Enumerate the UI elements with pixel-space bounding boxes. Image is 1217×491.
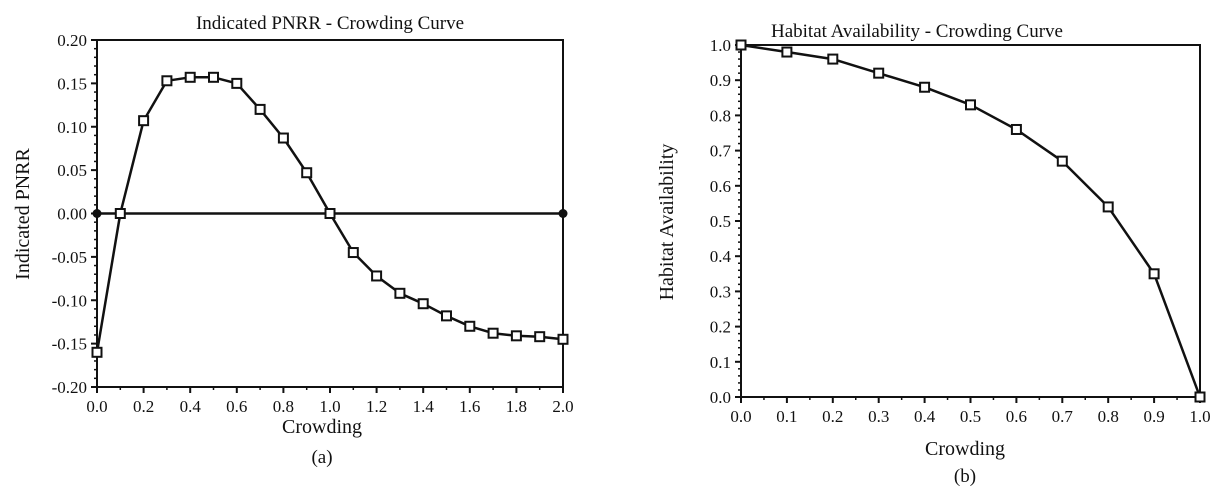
- chart-a-x-axis-title: Crowding: [282, 416, 362, 438]
- chart-a-y-axis-title: Indicated PNRR: [12, 148, 34, 280]
- x-tick-label: 1.2: [366, 397, 387, 416]
- y-tick-label: 0.10: [57, 118, 87, 137]
- data-point-marker: [919, 81, 931, 93]
- y-tick-label: 0.9: [710, 71, 731, 90]
- data-point-marker: [557, 333, 569, 345]
- chart-a-y-ticks: 0.20 0.15 0.10 0.05 0.00 -0.05 -0.10 -0.15 -0.20: [52, 31, 97, 397]
- data-point-marker: [1148, 268, 1160, 280]
- data-point-marker: [965, 99, 976, 111]
- chart-a-title: Indicated PNRR - Crowding Curve: [196, 13, 464, 34]
- chart-b-caption: (b): [954, 466, 976, 487]
- y-tick-label: 0.15: [57, 74, 87, 93]
- data-point-marker: [394, 287, 406, 299]
- data-point-dot: [92, 209, 102, 218]
- data-point-marker: [534, 331, 546, 343]
- data-point-marker: [1010, 123, 1022, 135]
- data-point-marker: [347, 247, 359, 259]
- data-point-marker: [487, 327, 499, 339]
- chart-b-plot-frame: [740, 44, 1201, 398]
- x-tick-label: 1.8: [506, 397, 527, 416]
- x-tick-label: 0.7: [1052, 407, 1074, 426]
- chart-a-x-ticks: 0.0 0.2 0.4 0.6 0.8 1.0 1.2 1.4 1.6 1.8 2.0: [86, 387, 574, 416]
- data-point-marker: [441, 310, 452, 322]
- x-tick-label: 0.4: [180, 397, 202, 416]
- x-tick-label: 0.4: [914, 407, 936, 426]
- data-point-dot: [558, 209, 568, 218]
- y-tick-label: 0.8: [710, 106, 731, 125]
- chart-b-y-ticks: 1.0 0.9 0.8 0.7 0.6 0.5 0.4 0.3 0.2 0.1 0.0: [710, 36, 741, 407]
- x-tick-label: 1.4: [413, 397, 435, 416]
- x-tick-label: 1.6: [459, 397, 480, 416]
- y-tick-label: 0.6: [710, 177, 731, 196]
- y-tick-label: 0.3: [710, 282, 731, 301]
- x-tick-label: 0.8: [273, 397, 294, 416]
- y-tick-label: 0.20: [57, 31, 87, 50]
- data-point-marker: [114, 208, 126, 219]
- data-point-marker: [873, 67, 885, 79]
- y-tick-label: 0.0: [710, 388, 731, 407]
- y-tick-label: 1.0: [710, 36, 731, 55]
- y-tick-label: -0.15: [52, 335, 87, 354]
- x-tick-label: 0.6: [226, 397, 247, 416]
- data-point-marker: [277, 132, 289, 144]
- data-point-marker: [781, 46, 793, 58]
- data-point-marker: [417, 298, 429, 310]
- chart-b-title: Habitat Availability - Crowding Curve: [771, 21, 1063, 42]
- chart-b-y-axis-title: Habitat Availability: [656, 144, 678, 301]
- x-tick-label: 0.2: [133, 397, 154, 416]
- chart-a-series: [91, 71, 569, 358]
- y-tick-label: -0.20: [52, 378, 87, 397]
- y-tick-label: 0.05: [57, 161, 87, 180]
- data-point-marker: [464, 320, 476, 332]
- x-tick-label: 1.0: [319, 397, 340, 416]
- x-tick-label: 0.3: [868, 407, 889, 426]
- data-point-marker: [184, 71, 196, 83]
- data-point-marker: [138, 115, 150, 127]
- x-tick-label: 0.6: [1006, 407, 1027, 426]
- y-tick-label: 0.4: [710, 247, 732, 266]
- chart-b-series: [735, 39, 1206, 403]
- data-point-marker: [324, 208, 336, 219]
- x-tick-label: 1.0: [1189, 407, 1210, 426]
- chart-a-caption: (a): [311, 447, 332, 468]
- chart-b-x-ticks: 0.0 0.1 0.2 0.3 0.4 0.5 0.6 0.7 0.8 0.9 1.0: [730, 397, 1211, 426]
- y-tick-label: 0.2: [710, 318, 731, 337]
- data-point-marker: [510, 330, 522, 342]
- y-tick-label: 0.1: [710, 353, 731, 372]
- y-tick-label: 0.5: [710, 212, 731, 231]
- chart-b: Habitat Availability - Crowding Curve 1.…: [656, 21, 1211, 487]
- data-point-marker: [735, 39, 747, 51]
- y-tick-label: 0.00: [57, 205, 87, 224]
- data-point-marker: [827, 53, 839, 65]
- data-point-marker: [1194, 391, 1206, 403]
- chart-a: Indicated PNRR - Crowding Curve 0.20 0.15…: [12, 13, 574, 468]
- y-tick-label: -0.05: [52, 248, 87, 267]
- x-tick-label: 0.8: [1098, 407, 1119, 426]
- x-tick-label: 0.9: [1143, 407, 1164, 426]
- x-tick-label: 0.2: [822, 407, 843, 426]
- y-tick-label: -0.10: [52, 291, 87, 310]
- x-tick-label: 0.1: [776, 407, 797, 426]
- x-tick-label: 2.0: [552, 397, 573, 416]
- data-point-marker: [231, 77, 243, 89]
- data-point-marker: [91, 346, 103, 358]
- x-tick-label: 0.5: [960, 407, 981, 426]
- data-point-marker: [1056, 155, 1068, 167]
- data-point-marker: [254, 103, 266, 115]
- data-point-marker: [1102, 201, 1114, 213]
- y-tick-label: 0.7: [710, 142, 732, 161]
- data-point-marker: [161, 75, 173, 87]
- data-point-marker: [208, 71, 219, 83]
- x-tick-label: 0.0: [730, 407, 751, 426]
- data-point-marker: [371, 270, 383, 282]
- series-line: [740, 43, 1202, 398]
- data-point-marker: [301, 167, 313, 179]
- chart-b-x-axis-title: Crowding: [925, 438, 1005, 460]
- x-tick-label: 0.0: [86, 397, 107, 416]
